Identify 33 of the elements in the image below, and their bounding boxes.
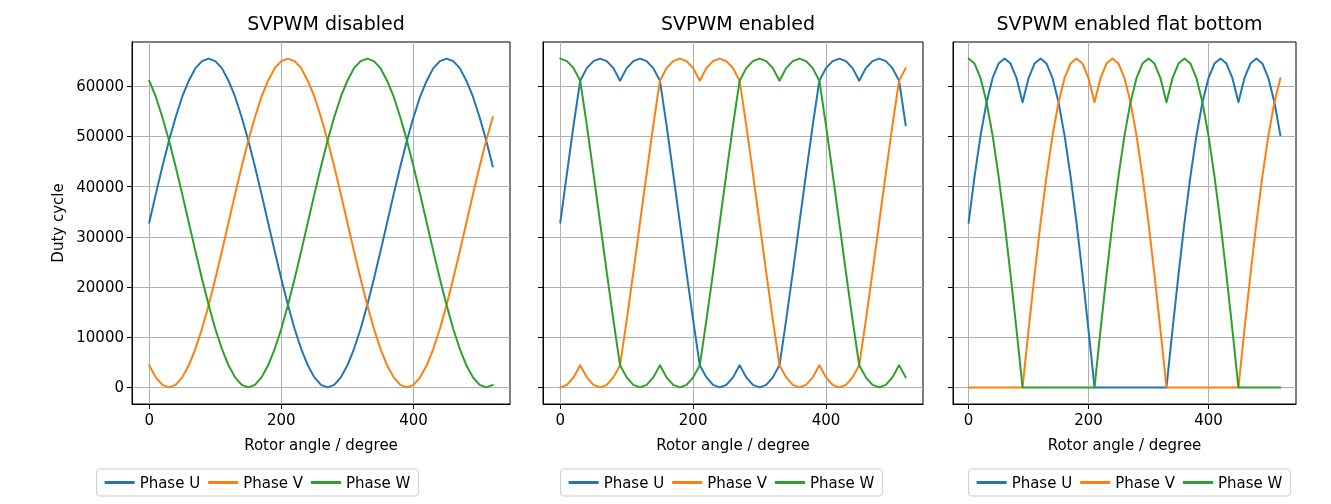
- chart-title: SVPWM enabled: [660, 11, 816, 34]
- x-axis-title: Rotor angle / degree: [244, 435, 398, 454]
- y-tick-label: 50000: [76, 127, 124, 146]
- legend-label: Phase U: [1011, 473, 1073, 492]
- y-tick-label: 20000: [76, 278, 124, 297]
- line-series: [148, 57, 494, 389]
- x-tick-label: 400: [1194, 410, 1223, 429]
- legend-label: Phase W: [809, 473, 875, 492]
- x-tick-label: 200: [1074, 410, 1103, 429]
- x-axis-title: Rotor angle / degree: [1047, 435, 1202, 454]
- x-tick-label: 0: [555, 410, 566, 429]
- legend-label: Phase W: [1217, 473, 1283, 492]
- x-tick-label: 0: [144, 410, 154, 429]
- legend-label: Phase U: [603, 473, 665, 492]
- legend-label: Phase V: [1115, 473, 1176, 492]
- x-tick-label: 200: [678, 410, 708, 429]
- x-tick-label: 400: [399, 410, 428, 429]
- legend-label: Phase V: [243, 473, 304, 492]
- y-tick-label: 30000: [76, 227, 124, 246]
- x-tick-label: 400: [811, 410, 841, 429]
- legend-label: Phase W: [345, 473, 411, 492]
- chart-title: SVPWM disabled: [247, 11, 405, 34]
- x-tick-label: 0: [963, 410, 974, 429]
- chart-title: SVPWM enabled flat bottom: [996, 11, 1263, 34]
- y-axis-title: Duty cycle: [48, 183, 67, 263]
- y-tick-label: 40000: [76, 177, 124, 196]
- legend-label: Phase U: [139, 473, 201, 492]
- x-tick-label: 200: [267, 410, 296, 429]
- y-tick-label: 60000: [76, 77, 124, 96]
- y-tick-label: 0: [114, 378, 124, 397]
- x-axis-title: Rotor angle / degree: [656, 435, 810, 454]
- y-tick-label: 10000: [76, 328, 124, 347]
- legend-label: Phase V: [707, 473, 768, 492]
